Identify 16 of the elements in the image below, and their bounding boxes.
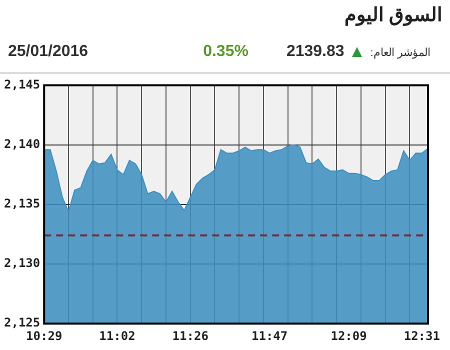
text: 25/01/2016: [8, 43, 88, 61]
x-tick-label: 10:29: [26, 328, 62, 343]
text: 2139.83: [286, 43, 344, 61]
chart-title: السوق اليوم: [344, 4, 443, 28]
text: 0.35%: [203, 43, 248, 61]
text: المؤشر العام:: [370, 46, 430, 58]
x-tick-label: 12:31: [404, 328, 440, 343]
y-tick-label: 2,130: [4, 256, 40, 270]
y-tick-label: 2,135: [4, 196, 40, 211]
x-tick-label: 11:02: [99, 328, 136, 343]
y-tick-label: 2,125: [4, 316, 40, 330]
y-tick-label: 2,145: [4, 77, 40, 92]
x-tick-label: 12:09: [330, 328, 367, 343]
x-tick-label: 11:47: [252, 328, 288, 343]
y-tick-label: 2,140: [4, 136, 40, 151]
x-tick-label: 11:26: [172, 328, 208, 343]
